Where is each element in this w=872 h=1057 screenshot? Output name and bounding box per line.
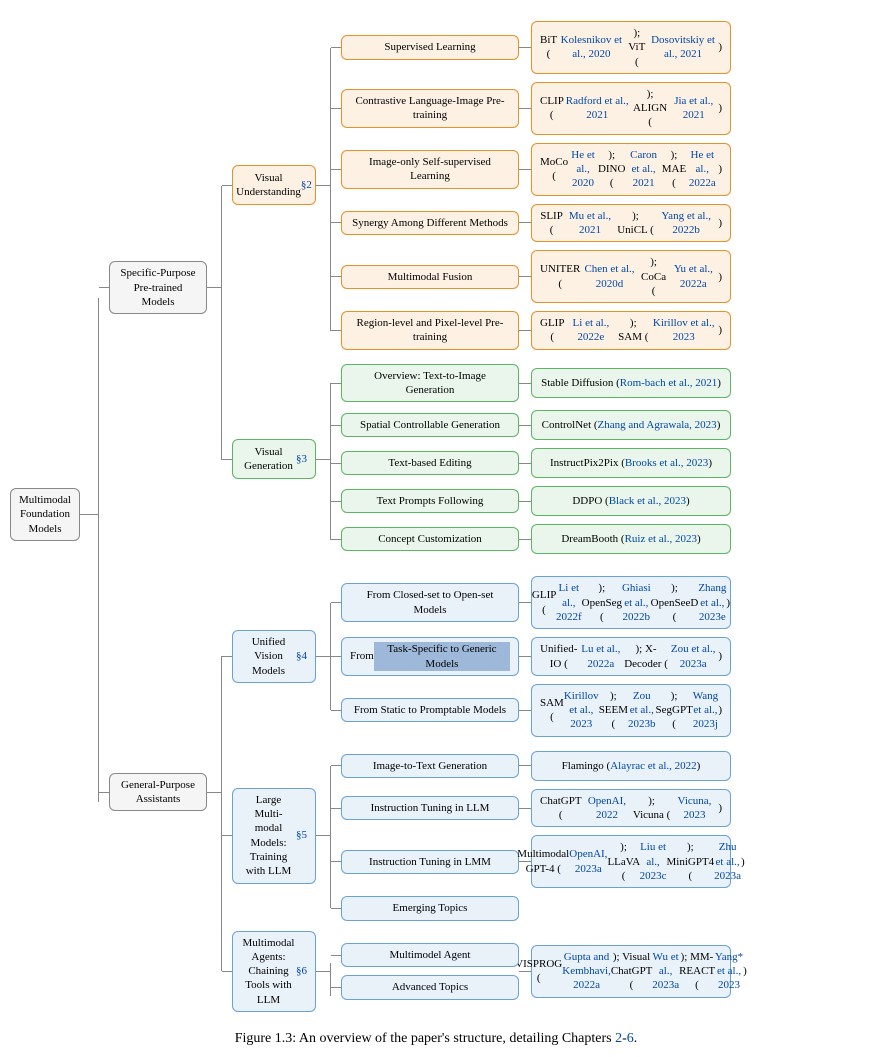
topic-node: Synergy Among Different Methods <box>341 211 519 235</box>
topic-node: Multimodal Fusion <box>341 265 519 289</box>
reference-node: DDPO (Black et al., 2023) <box>531 486 731 516</box>
section-row: Visual Generation §3 Overview: Text-to-Im… <box>222 360 731 559</box>
reference-node: MoCo (He et al., 2020); DINO (Caron et a… <box>531 143 731 196</box>
topic-node: Supervised Learning <box>341 35 519 59</box>
section-row: Visual Understanding §2 Supervised Learni… <box>222 17 731 354</box>
topic-node: Multimodel Agent <box>341 943 519 967</box>
reference-node: Stable Diffusion (Rom-bach et al., 2021) <box>531 368 731 398</box>
topic-row: From Static to Promptable Models SAM (Kir… <box>331 684 731 737</box>
section-node: Visual Generation §3 <box>232 439 316 479</box>
topic-row: From Task-Specific to Generic Models Unif… <box>331 637 731 676</box>
topic-row: Image-to-Text Generation Flamingo (Alayra… <box>331 751 731 781</box>
topic-row: Text Prompts Following DDPO (Black et al.… <box>331 486 731 516</box>
caption-link: 2 <box>615 1031 622 1046</box>
topic-node: From Static to Promptable Models <box>341 698 519 722</box>
reference-node: BiT (Kolesnikov et al., 2020); ViT (Doso… <box>531 21 731 74</box>
topic-row: Instruction Tuning in LLM ChatGPT (OpenAI… <box>331 789 731 828</box>
topic-node: Emerging Topics <box>341 896 519 920</box>
reference-node: Unified-IO (Lu et al., 2022a); X-Decoder… <box>531 637 731 676</box>
section-node: Unified Vision Models §4 <box>232 630 316 683</box>
topic-row: Emerging Topics <box>331 896 731 920</box>
topic-row: Instruction Tuning in LMM Multimodal GPT-… <box>331 835 731 888</box>
topic-row: Text-based Editing InstructPix2Pix (Brook… <box>331 448 731 478</box>
category-node: General-Purpose Assistants <box>109 773 207 812</box>
category-row: General-Purpose Assistants Unified Vision… <box>99 569 731 1015</box>
topic-node: Image-to-Text Generation <box>341 754 519 778</box>
topic-node: Region-level and Pixel-level Pre-trainin… <box>341 311 519 350</box>
tree-diagram: Multimodal Foundation Models Specific-Pur… <box>10 10 862 1019</box>
topic-row: Spatial Controllable Generation ControlNe… <box>331 410 731 440</box>
topic-row: Multimodal Fusion UNITER (Chen et al., 20… <box>331 250 731 303</box>
topic-node: Overview: Text-to-Image Generation <box>341 364 519 403</box>
section-node: Multimodal Agents: Chaining Tools with L… <box>232 931 316 1012</box>
reference-node: CLIP (Radford et al., 2021); ALIGN (Jia … <box>531 82 731 135</box>
section-row: Large Multi-modal Models: Training with … <box>222 747 731 925</box>
caption-link: 6 <box>627 1031 634 1046</box>
topic-node: Image-only Self-supervised Learning <box>341 150 519 189</box>
topic-row: Contrastive Language-Image Pre-training C… <box>331 82 731 135</box>
topic-node: Instruction Tuning in LLM <box>341 796 519 820</box>
category-row: Specific-Purpose Pre-trained Models Visua… <box>99 14 731 561</box>
caption-text: . <box>634 1031 638 1046</box>
topic-row: Region-level and Pixel-level Pre-trainin… <box>331 311 731 350</box>
reference-node: VISPROG (Gupta and Kembhavi, 2022a); Vis… <box>531 945 731 998</box>
topic-row: Concept Customization DreamBooth (Ruiz et… <box>331 524 731 554</box>
topic-node: Instruction Tuning in LMM <box>341 850 519 874</box>
reference-node: GLIP (Li et al., 2022f); OpenSeg (Ghiasi… <box>531 576 731 629</box>
reference-node: GLIP (Li et al., 2022e); SAM (Kirillov e… <box>531 311 731 350</box>
category-node: Specific-Purpose Pre-trained Models <box>109 261 207 314</box>
reference-node: UNITER (Chen et al., 2020d); CoCa (Yu et… <box>531 250 731 303</box>
topic-row: From Closed-set to Open-set Models GLIP (… <box>331 576 731 629</box>
reference-node: DreamBooth (Ruiz et al., 2023) <box>531 524 731 554</box>
topic-row: Multimodel Agent <box>331 943 519 967</box>
topic-node: Text Prompts Following <box>341 489 519 513</box>
topic-row: Supervised Learning BiT (Kolesnikov et al… <box>331 21 731 74</box>
topic-node: Text-based Editing <box>341 451 519 475</box>
topic-node: Concept Customization <box>341 527 519 551</box>
caption-text: Figure 1.3: An overview of the paper's s… <box>235 1031 615 1046</box>
topic-row: Advanced Topics <box>331 975 519 999</box>
reference-node: Multimodal GPT-4 (OpenAI, 2023a); LLaVA … <box>531 835 731 888</box>
section-row: Multimodal Agents: Chaining Tools with L… <box>222 931 731 1012</box>
topic-node: From Task-Specific to Generic Models <box>341 637 519 676</box>
reference-node: SAM (Kirillov et al., 2023); SEEM (Zou e… <box>531 684 731 737</box>
figure-caption: Figure 1.3: An overview of the paper's s… <box>10 1031 862 1047</box>
reference-node: Flamingo (Alayrac et al., 2022) <box>531 751 731 781</box>
topic-node: Contrastive Language-Image Pre-training <box>341 89 519 128</box>
root-node: Multimodal Foundation Models <box>10 488 80 541</box>
topic-row: Image-only Self-supervised Learning MoCo … <box>331 143 731 196</box>
reference-node: ChatGPT (OpenAI, 2022); Vicuna (Vicuna, … <box>531 789 731 828</box>
topic-node: Spatial Controllable Generation <box>341 413 519 437</box>
reference-node: InstructPix2Pix (Brooks et al., 2023) <box>531 448 731 478</box>
reference-node: SLIP (Mu et al., 2021); UniCL (Yang et a… <box>531 204 731 243</box>
topic-node: From Closed-set to Open-set Models <box>341 583 519 622</box>
reference-node: ControlNet (Zhang and Agrawala, 2023) <box>531 410 731 440</box>
section-node: Visual Understanding §2 <box>232 165 316 205</box>
section-node: Large Multi-modal Models: Training with … <box>232 788 316 884</box>
topic-row: Overview: Text-to-Image Generation Stable… <box>331 364 731 403</box>
section-row: Unified Vision Models §4 From Closed-set … <box>222 572 731 740</box>
topic-row: Synergy Among Different Methods SLIP (Mu … <box>331 204 731 243</box>
topic-node: Advanced Topics <box>341 975 519 999</box>
